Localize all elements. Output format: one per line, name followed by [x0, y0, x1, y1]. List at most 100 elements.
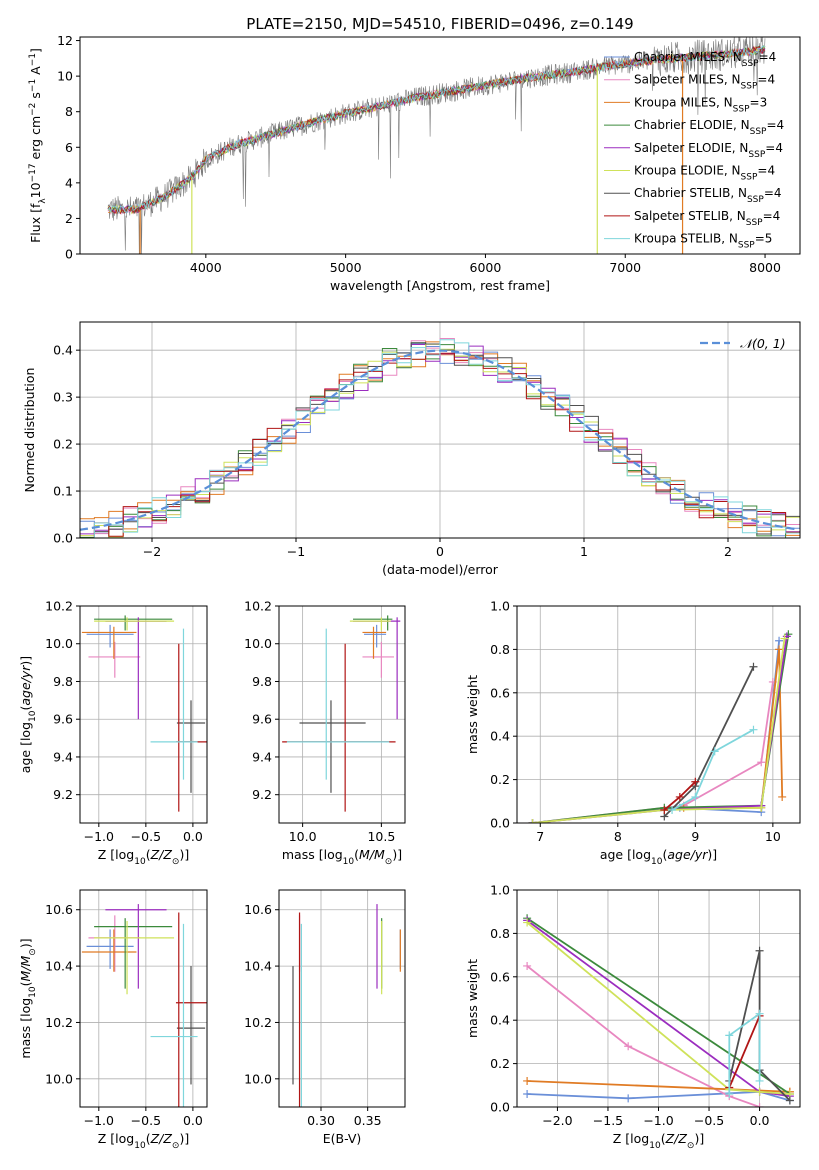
weight-line-kroupa-stelib	[671, 728, 754, 811]
label-part: =4	[757, 73, 775, 87]
residuals-legend: 𝒩(0, 1)	[700, 336, 786, 351]
label-part: Salpeter ELODIE, N	[634, 141, 748, 155]
x-axis-label: mass [log10(M/M⊙)]	[282, 847, 402, 867]
x-tick-label: −1.0	[84, 1113, 114, 1128]
label-part: 10	[134, 1141, 146, 1151]
x-tick-label: 0.35	[354, 1113, 382, 1128]
y-tick-label: 0.0	[490, 816, 510, 831]
label-part: Flux [f	[28, 203, 43, 243]
weight-marker	[523, 1089, 532, 1098]
label-part: SSP	[750, 127, 767, 137]
errorbar-chabrier-elodie	[353, 615, 393, 631]
weight-marker	[755, 1087, 764, 1096]
x-tick-label: −0.5	[131, 829, 161, 844]
x-tick-label: −1	[287, 544, 305, 559]
y-tick-label: 0.0	[490, 1100, 510, 1115]
x-tick-label: 8	[614, 829, 622, 844]
y-tick-label: 9.6	[252, 712, 272, 727]
weight-marker	[523, 918, 532, 927]
label-part: mass weight	[465, 959, 480, 1038]
label-part: (	[661, 1131, 666, 1146]
y-tick-label: 0.8	[490, 926, 510, 941]
y-tick-label: 0.6	[490, 685, 510, 700]
x-tick-label: −0.5	[131, 1113, 161, 1128]
label-part: Salpeter STELIB, N	[634, 209, 746, 223]
label-part: ⊙	[687, 1141, 695, 1151]
label-part: M/M	[18, 955, 33, 981]
label-part: ]	[28, 48, 43, 53]
errorbar-kroupa-miles	[81, 929, 137, 972]
x-tick-label: 5000	[330, 260, 362, 275]
weight-marker	[749, 662, 758, 671]
x-tick-label: 8000	[749, 260, 781, 275]
label-part: 10	[28, 182, 43, 198]
x-tick-label: −2	[143, 544, 161, 559]
label-part: −1	[28, 79, 38, 92]
y-tick-label: 10.0	[244, 1071, 272, 1086]
label-part: age [	[18, 741, 33, 773]
weight-line-salpeter-elodie	[532, 636, 788, 823]
y-tick-label: 9.8	[252, 674, 272, 689]
weight-line-salpeter-miles	[532, 681, 774, 823]
errorbar-kroupa-miles	[362, 626, 387, 659]
weight-marker	[755, 1076, 764, 1085]
label-part: SSP	[748, 150, 765, 160]
label-part: Z [	[98, 1131, 115, 1146]
label-part: ⊙	[28, 948, 38, 956]
label-part: ⊙	[172, 1141, 180, 1151]
weight-marker	[725, 1089, 734, 1098]
y-tick-label: 10.6	[45, 902, 73, 917]
legend-label: Salpeter ELODIE, NSSP=4	[634, 141, 783, 160]
legend-label: Chabrier STELIB, NSSP=4	[634, 186, 782, 205]
label-part: Kroupa STELIB, N	[634, 232, 738, 246]
label-part: erg cm	[28, 116, 43, 164]
y-tick-label: 0.1	[53, 484, 73, 499]
label-part: mass [	[282, 847, 324, 862]
y-tick-label: 0.6	[490, 969, 510, 984]
x-tick-label: −1.0	[84, 829, 114, 844]
weight-marker	[624, 1042, 633, 1051]
y-axis-label: mass weight	[465, 959, 480, 1038]
residual-histogram-kroupa-stelib	[80, 339, 800, 538]
label-part: ⊙	[172, 857, 180, 867]
plot-area	[81, 615, 207, 812]
legend-label: Chabrier MILES, NSSP=4	[634, 50, 776, 69]
y-tick-label: 10.2	[45, 599, 73, 614]
x-tick-label: 0.0	[183, 1113, 203, 1128]
label-part: ⊙	[385, 857, 393, 867]
y-tick-label: 9.4	[53, 749, 73, 764]
x-tick-label: 1	[580, 544, 588, 559]
panel-mass-vs-EBV: 0.30 0.35 10.0 10.2 10.4 10.6 E(B-V)	[244, 889, 406, 1146]
y-tick-label: 4	[65, 175, 73, 190]
y-tick-label: 10	[57, 69, 73, 84]
plot-area	[292, 904, 401, 1107]
errorbar-chabrier-elodie	[94, 615, 173, 631]
x-tick-label: 7	[536, 829, 544, 844]
y-tick-label: 9.6	[53, 712, 73, 727]
label-part: Kroupa MILES, N	[634, 95, 733, 109]
label-part: 10	[343, 857, 355, 867]
x-tick-label: −1.5	[593, 1113, 623, 1128]
panel-residuals: −2 −1 0 1 2 0.0 0.1 0.2 0.3 0.4 𝒩(0, 1) (data-model…	[22, 321, 801, 577]
residual-histogram-salpeter-elodie	[80, 344, 800, 535]
errorbar-chabrier-stelib	[176, 966, 206, 1085]
errorbar-chabrier-miles	[86, 624, 134, 648]
plot-area	[523, 914, 794, 1107]
legend-label: Kroupa ELODIE, NSSP=4	[634, 164, 775, 183]
x-tick-label: 0.30	[307, 1113, 335, 1128]
legend-label: Salpeter MILES, NSSP=4	[634, 73, 775, 92]
y-tick-label: 0.2	[490, 1056, 510, 1071]
label-part: log	[632, 847, 651, 862]
y-tick-label: 10.0	[45, 636, 73, 651]
label-part: )	[392, 847, 397, 862]
label-part: (	[146, 1131, 151, 1146]
y-tick-label: 0	[65, 247, 73, 262]
model-spectrum-chabrier-stelib	[107, 46, 766, 215]
y-axis-label: Normed distribution	[22, 368, 37, 493]
weight-line-chabrier-miles	[532, 640, 780, 823]
label-part: log	[324, 847, 343, 862]
label-part: =3	[750, 95, 768, 109]
label-part: )	[707, 847, 712, 862]
label-part: (	[18, 981, 33, 986]
